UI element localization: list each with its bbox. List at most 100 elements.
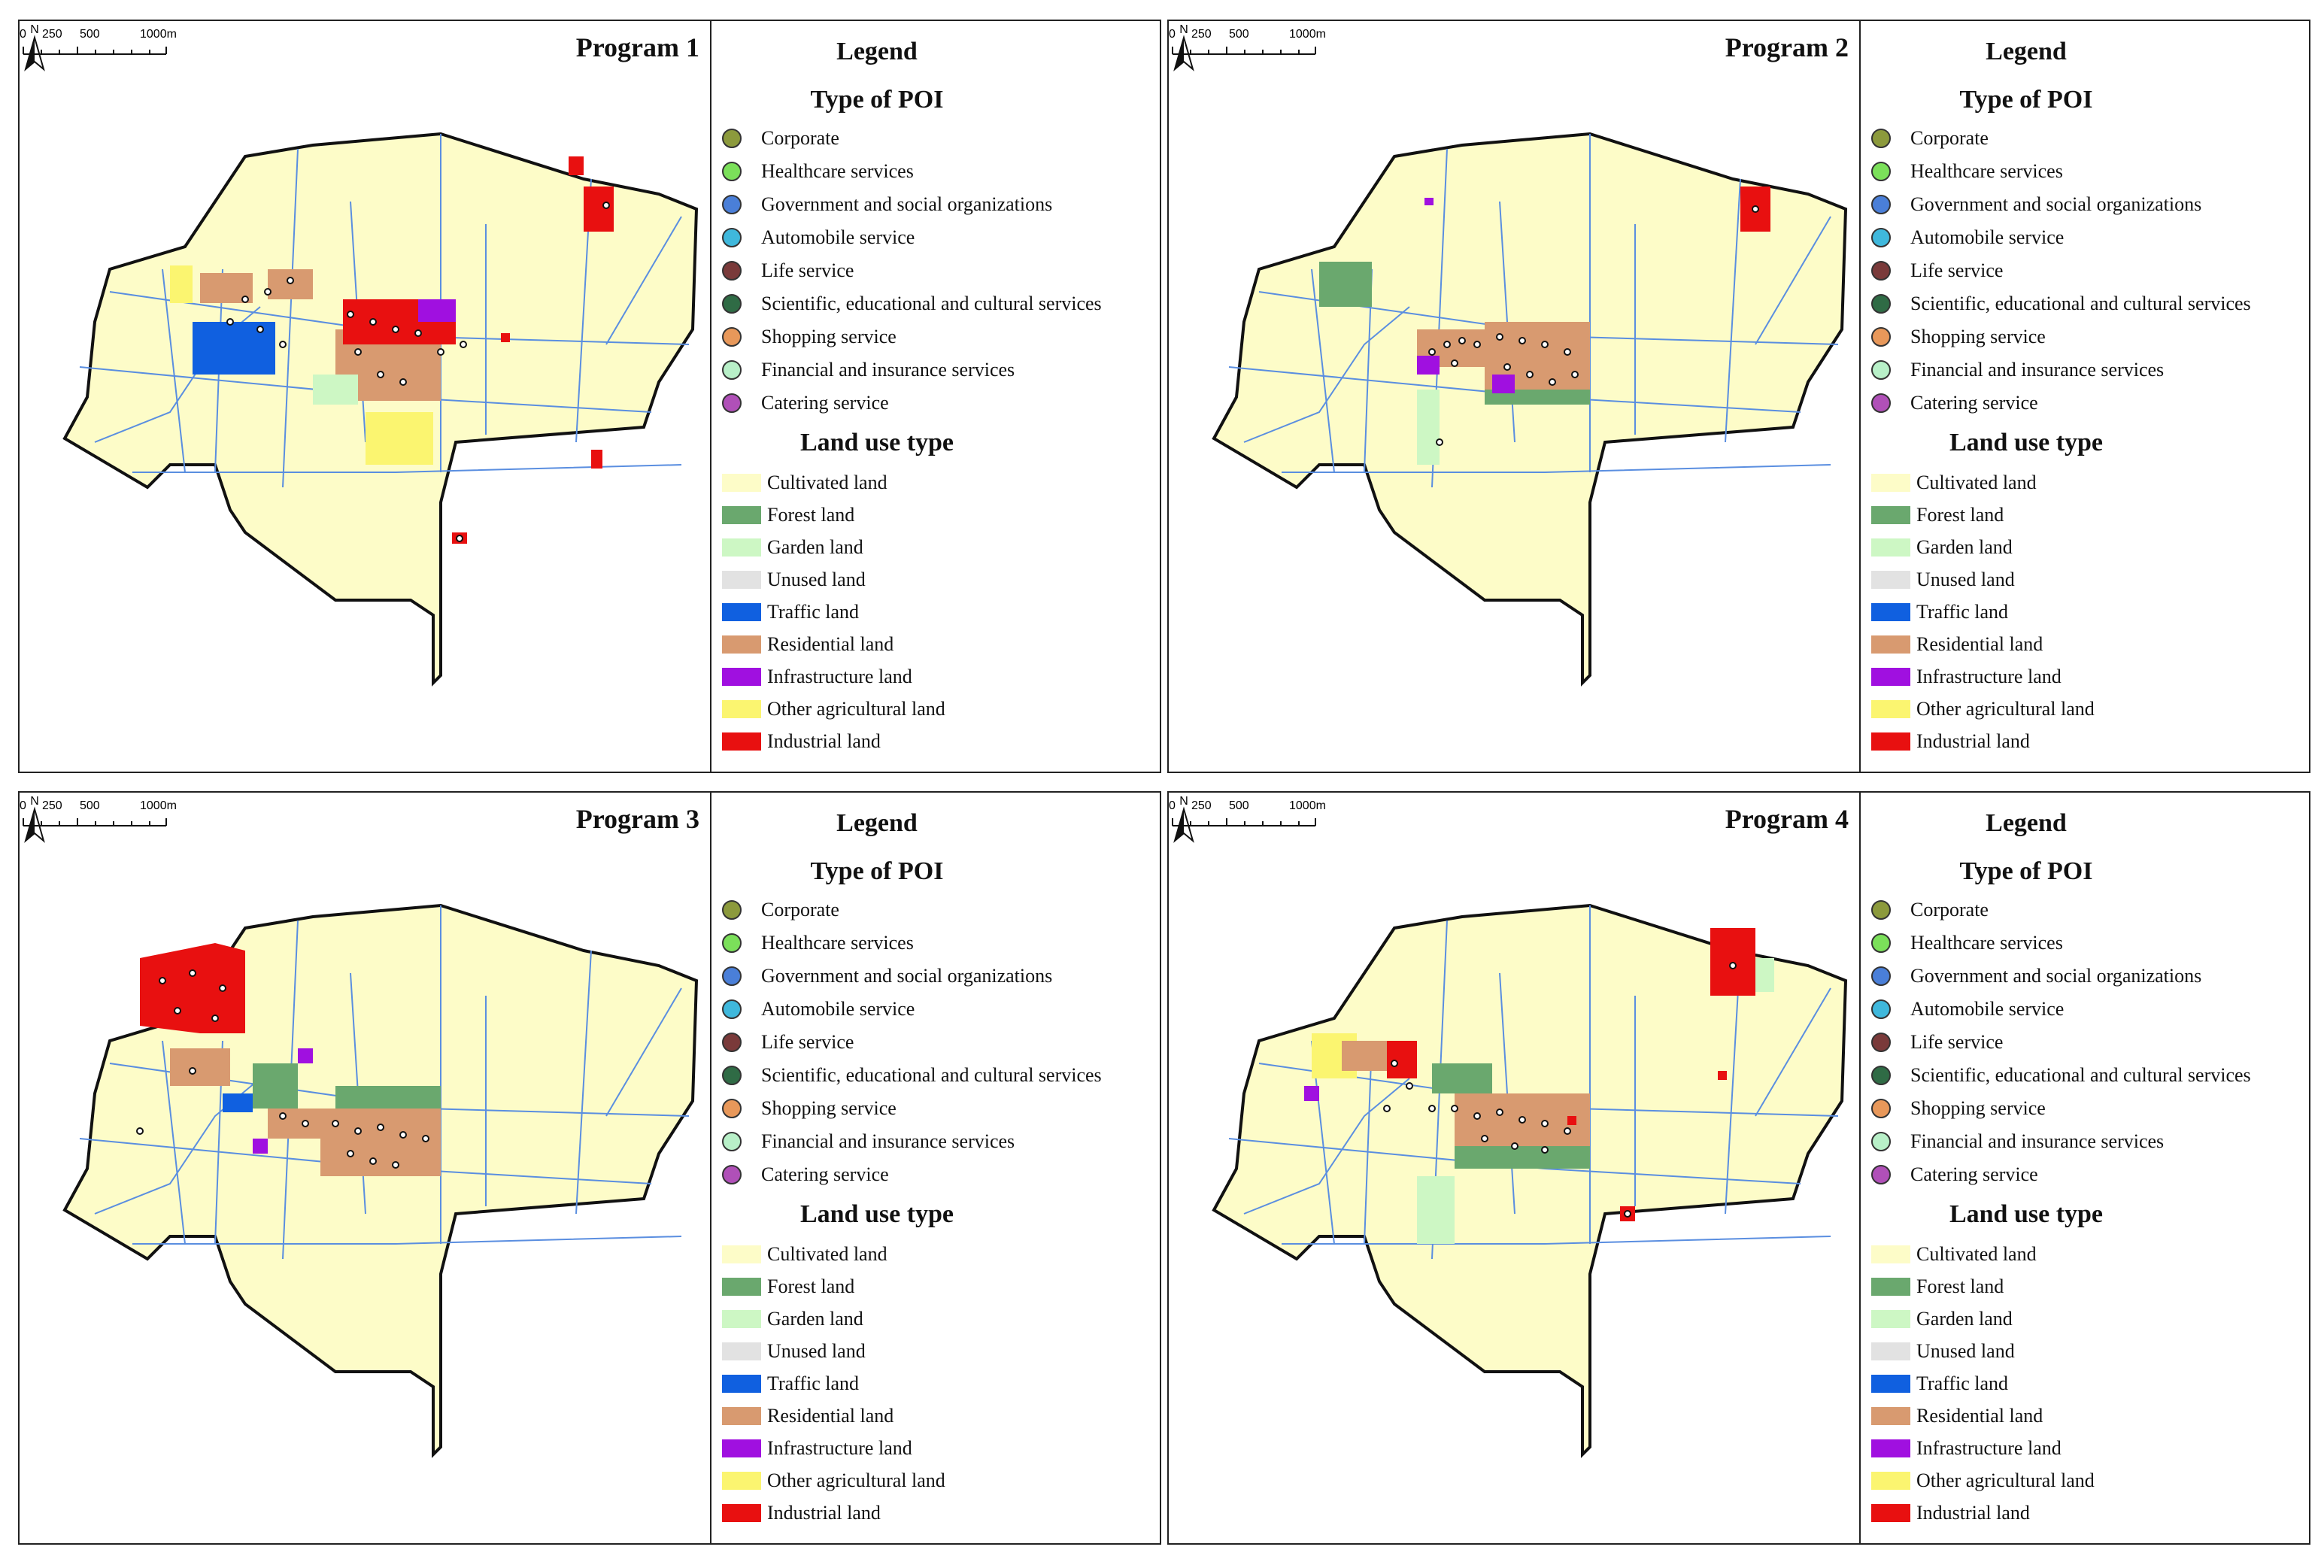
healthcare-dot (1871, 162, 1891, 181)
unused-swatch (1871, 571, 1910, 589)
legend-item: Healthcare services (1871, 156, 2063, 187)
legend: Legend Type of POI Corporate Healthcare … (1861, 793, 2309, 1543)
legend: Legend Type of POI Corporate Healthcare … (711, 21, 1160, 772)
industrial-swatch (722, 732, 761, 751)
agricultural-area (366, 412, 433, 465)
legend-item: Forest land (722, 1272, 854, 1302)
legend-item: Other agricultural land (1871, 1466, 2095, 1496)
svg-text:N: N (30, 795, 39, 808)
legend-item: Financial and insurance services (722, 355, 1015, 385)
svg-text:1000m: 1000m (1289, 28, 1326, 41)
poi-points (226, 202, 610, 542)
legend-item: Life service (1871, 256, 2003, 286)
svg-text:1000m: 1000m (140, 28, 177, 41)
svg-text:1000m: 1000m (140, 799, 177, 812)
legend-item: Financial and insurance services (722, 1127, 1015, 1157)
healthcare-dot (722, 162, 742, 181)
svg-text:0: 0 (1169, 799, 1176, 812)
legend-item: Shopping service (1871, 1093, 2046, 1124)
legend-item: Healthcare services (722, 928, 914, 958)
svg-text:500: 500 (80, 799, 100, 812)
program-title: Program 1 (575, 32, 699, 62)
legend-item: Industrial land (1871, 1498, 2030, 1528)
svg-text:500: 500 (80, 28, 100, 41)
traffic-swatch (722, 603, 761, 621)
poi-heading: Type of POI (1959, 857, 2093, 885)
legend-item: Cultivated land (722, 468, 887, 498)
legend-item: Corporate (1871, 895, 1989, 925)
catering-dot (1871, 1165, 1891, 1184)
forest-swatch (722, 506, 761, 524)
forest-area (1455, 1146, 1590, 1169)
map-canvas (1212, 132, 1848, 687)
cultivated-swatch (722, 474, 761, 492)
shopping-dot (722, 327, 742, 347)
infrastructure-swatch (722, 668, 761, 686)
svg-text:500: 500 (1229, 799, 1249, 812)
legend-title: Legend (836, 38, 918, 65)
corporate-dot (1871, 900, 1891, 920)
panel-program-3: N 0 250 500 1000m Program 3 Legend Type … (18, 791, 1161, 1545)
scale-bar: 0 250 500 1000m (20, 799, 177, 826)
forest-area (1319, 262, 1372, 307)
map-canvas (62, 132, 699, 687)
legend-item: Industrial land (722, 1498, 881, 1528)
legend-item: Corporate (722, 895, 839, 925)
traffic-swatch (1871, 603, 1910, 621)
legend-item: Financial and insurance services (1871, 355, 2164, 385)
forest-swatch (1871, 1278, 1910, 1296)
garden-swatch (722, 538, 761, 557)
legend-item: Forest land (1871, 500, 2004, 530)
legend-item: Industrial land (1871, 726, 2030, 757)
legend-item: Garden land (1871, 1304, 2013, 1334)
legend-item: Forest land (722, 500, 854, 530)
panel-program-1: N 0 250 500 1000m Program 1 Legend Type … (18, 20, 1161, 773)
legend-item: Healthcare services (722, 156, 914, 187)
map-program-1: N 0 250 500 1000m Program 1 (20, 21, 711, 772)
legend-item: Unused land (1871, 565, 2015, 595)
poi-points (1383, 962, 1737, 1218)
traffic-swatch (722, 1375, 761, 1393)
legend-item: Traffic land (722, 1369, 859, 1399)
svg-text:N: N (1179, 795, 1188, 808)
legend-item: Life service (1871, 1027, 2003, 1057)
industrial-area (584, 187, 614, 232)
garden-area (1417, 390, 1440, 465)
financial-dot (1871, 360, 1891, 380)
legend-item: Automobile service (1871, 223, 2064, 253)
svg-text:250: 250 (42, 799, 62, 812)
life-service-dot (722, 261, 742, 281)
land-heading: Land use type (799, 1200, 954, 1228)
legend-item: Industrial land (722, 726, 881, 757)
scientific-dot (1871, 294, 1891, 314)
infrastructure-area (1424, 198, 1434, 205)
legend-title: Legend (1986, 809, 2067, 837)
svg-text:N: N (30, 23, 39, 36)
government-dot (1871, 195, 1891, 214)
financial-dot (722, 1132, 742, 1151)
poi-heading: Type of POI (810, 857, 944, 885)
scale-bar: 0 250 500 1000m (20, 28, 177, 55)
legend-item: Healthcare services (1871, 928, 2063, 958)
catering-dot (722, 1165, 742, 1184)
forest-area (335, 1086, 441, 1109)
infrastructure-swatch (1871, 668, 1910, 686)
svg-text:250: 250 (1191, 28, 1212, 41)
legend: Legend Type of POI Corporate Healthcare … (711, 793, 1160, 1543)
panel-program-4: N 0 250 500 1000m Program 4 Legend Type … (1167, 791, 2310, 1545)
infrastructure-swatch (1871, 1439, 1910, 1457)
corporate-dot (722, 900, 742, 920)
legend-item: Other agricultural land (722, 1466, 945, 1496)
traffic-swatch (1871, 1375, 1910, 1393)
unused-swatch (722, 1342, 761, 1360)
unused-swatch (722, 571, 761, 589)
scientific-dot (722, 1066, 742, 1085)
agricultural-swatch (1871, 700, 1910, 718)
government-dot (722, 195, 742, 214)
program-title: Program 2 (1725, 32, 1849, 62)
industrial-area (1387, 1041, 1417, 1078)
legend-item: Residential land (722, 1401, 893, 1431)
legend-item: Infrastructure land (722, 662, 912, 692)
garden-area (1417, 1176, 1455, 1244)
legend-item: Shopping service (722, 1093, 897, 1124)
